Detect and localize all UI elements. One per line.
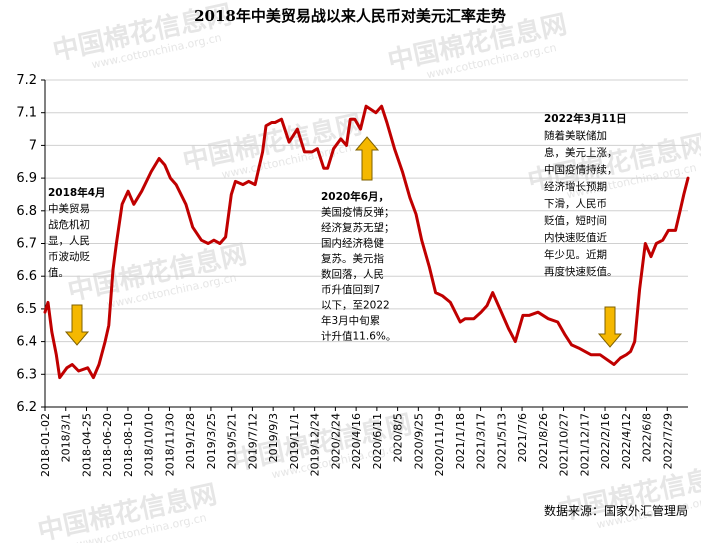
annotation-line: 息，美元上涨，: [544, 146, 618, 159]
arrow-up-2020: [354, 136, 380, 181]
annotation-line: 以下，至2022: [321, 300, 390, 312]
annotation-line: 经济增长预期: [544, 180, 607, 193]
x-tick-label: 2019/11/1: [288, 413, 301, 469]
x-tick-label: 2022/7/29: [661, 413, 674, 469]
annotation-line: 显，人民: [48, 235, 90, 247]
x-tick-label: 2018-01-02: [39, 413, 52, 477]
annotation-line: 2018年4月: [48, 186, 106, 199]
annotation-line: 国内经济稳健: [321, 237, 384, 250]
y-tick-label: 6.5: [16, 302, 37, 317]
x-tick-label: 2021/10/27: [558, 413, 571, 476]
x-tick-label: 2021/1/18: [454, 413, 467, 469]
annotation-line: 贬值，短时间: [544, 214, 607, 227]
arrow-down-2018: [64, 304, 90, 346]
annotation-line: 币升值回到7: [321, 283, 380, 296]
x-tick-label: 2021/12/17: [578, 413, 591, 476]
annotation-line: 2022年3月11日: [544, 112, 627, 125]
annotation-line: 随着美联储加: [544, 129, 607, 142]
x-tick-label: 2018-04-25: [80, 413, 93, 477]
x-tick-label: 2018-06-20: [101, 413, 114, 477]
x-axis-ticks: 2018-01-02 2018/3/1 2018-04-25 2018-06-20 20…: [39, 407, 674, 477]
annotation-line: 年少见。近期: [544, 248, 607, 261]
x-tick-label: 2020/8/5: [392, 413, 405, 462]
x-tick-label: 2021/5/13: [495, 413, 508, 469]
y-tick-label: 6.7: [16, 237, 37, 252]
annotation-2020-06: 2020年6月， 美国疫情反弹； 经济复苏无望； 国内经济稳健复苏。美元指数回落，人民…: [321, 190, 396, 343]
x-tick-label: 2018/3/1: [60, 413, 73, 462]
x-tick-label: 2019/12/24: [309, 413, 322, 476]
x-tick-label: 2021/3/17: [475, 413, 488, 469]
annotation-line: 美国疫情反弹；: [321, 206, 395, 219]
x-tick-label: 2021/7/6: [516, 413, 529, 462]
x-tick-label: 2022/6/8: [641, 413, 654, 462]
x-tick-label: 2018-08-10: [122, 413, 135, 477]
annotation-line: 内快速贬值近: [544, 231, 607, 244]
x-tick-label: 2018/11/30: [163, 413, 176, 476]
annotation-line: 复苏。美元指: [321, 252, 384, 265]
x-tick-label: 2022/4/12: [620, 413, 633, 469]
annotation-line: 经济复苏无望；: [321, 221, 395, 234]
x-tick-label: 2018/10/10: [143, 413, 156, 476]
x-tick-label: 2020/11/19: [433, 413, 446, 476]
y-tick-label: 6.9: [16, 171, 37, 186]
y-tick-label: 7.1: [16, 106, 37, 121]
annotation-line: 2020年6月，: [321, 190, 389, 203]
x-tick-label: 2019/1/28: [184, 413, 197, 469]
annotation-line: 币波动贬: [48, 250, 90, 263]
y-tick-label: 7.2: [16, 73, 37, 88]
annotation-line: 再度快速贬值。: [544, 265, 618, 278]
chart-title: 2018年中美贸易战以来人民币对美元汇率走势: [194, 7, 506, 25]
y-tick-label: 6.6: [16, 269, 37, 284]
x-tick-label: 2022/2/16: [599, 413, 612, 469]
y-tick-label: 6.8: [16, 204, 37, 219]
exchange-rate-line: [43, 104, 690, 380]
x-tick-label: 2019/3/25: [205, 413, 218, 469]
x-tick-label: 2019/5/21: [226, 413, 239, 469]
y-tick-label: 6.4: [16, 335, 37, 350]
arrow-annotations: [64, 136, 623, 348]
arrow-down-2022: [597, 306, 623, 348]
data-source: 数据来源：国家外汇管理局: [544, 503, 688, 518]
x-tick-label: 2020/6/11: [371, 413, 384, 469]
annotation-line: 中国疫情持续，: [544, 163, 618, 176]
x-tick-label: 2020/9/25: [412, 413, 425, 469]
x-tick-label: 2021/8/26: [537, 413, 550, 469]
annotation-line: 计升值11.6%。: [321, 330, 396, 343]
x-tick-label: 2019/7/12: [246, 413, 259, 469]
annotation-line: 值。: [48, 266, 69, 279]
annotation-line: 数回落，人民: [321, 268, 384, 281]
y-axis-ticks: 6.2 6.3 6.4 6.5 6.6 6.7 6.8 6.9 7 7.1 7.2: [16, 73, 45, 415]
y-tick-label: 7: [29, 138, 37, 153]
annotation-line: 年3月中旬累: [321, 314, 380, 327]
annotation-line: 战危机初: [48, 218, 90, 231]
y-tick-label: 6.2: [16, 400, 37, 415]
y-tick-label: 6.3: [16, 367, 37, 382]
annotation-line: 下滑，人民币: [544, 198, 607, 210]
x-tick-label: 2020/4/16: [350, 413, 363, 469]
x-tick-label: 2020/2/24: [329, 413, 342, 469]
x-tick-label: 2019/9/3: [267, 413, 280, 462]
annotation-line: 中美贸易: [48, 202, 90, 215]
axes: [44, 80, 688, 408]
